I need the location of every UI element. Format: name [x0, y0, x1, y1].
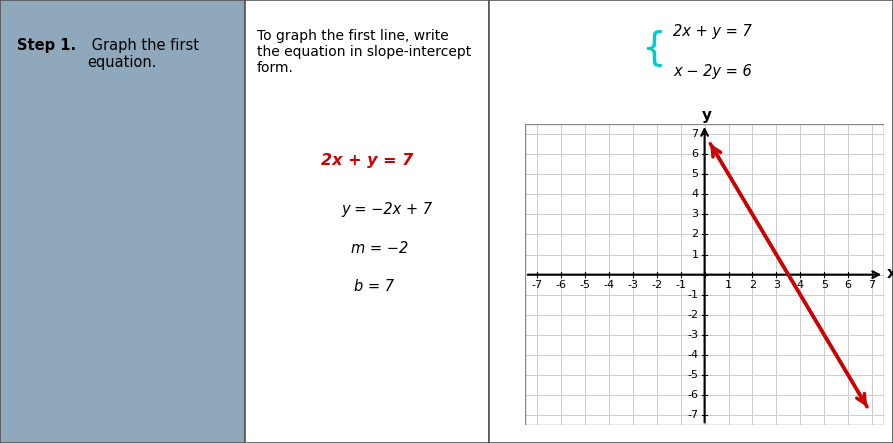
Text: -4: -4 — [604, 280, 614, 290]
Text: 4: 4 — [797, 280, 804, 290]
Text: 3: 3 — [691, 210, 698, 219]
Text: To graph the first line, write
the equation in slope-intercept
form.: To graph the first line, write the equat… — [257, 29, 472, 75]
Text: 6: 6 — [691, 149, 698, 159]
Text: -4: -4 — [688, 350, 698, 360]
Text: 4: 4 — [691, 189, 698, 199]
Text: x − 2y = 6: x − 2y = 6 — [673, 64, 752, 79]
Text: -2: -2 — [688, 310, 698, 320]
Text: -5: -5 — [580, 280, 590, 290]
Text: -6: -6 — [688, 390, 698, 400]
Text: 2: 2 — [749, 280, 756, 290]
Text: y: y — [702, 108, 712, 123]
Text: 2: 2 — [691, 229, 698, 240]
Text: 5: 5 — [821, 280, 828, 290]
Text: -1: -1 — [675, 280, 686, 290]
Text: b = 7: b = 7 — [355, 279, 395, 294]
Text: 1: 1 — [691, 249, 698, 260]
Text: 2x + y = 7: 2x + y = 7 — [673, 24, 752, 39]
Text: 5: 5 — [691, 169, 698, 179]
Text: 1: 1 — [725, 280, 732, 290]
Text: -3: -3 — [688, 330, 698, 340]
Text: -7: -7 — [688, 410, 698, 420]
Text: -5: -5 — [688, 370, 698, 380]
Text: y = −2x + 7: y = −2x + 7 — [341, 202, 432, 217]
Text: 2x + y = 7: 2x + y = 7 — [321, 153, 413, 168]
Text: -6: -6 — [555, 280, 566, 290]
Text: Step 1.: Step 1. — [17, 38, 76, 53]
Text: -2: -2 — [651, 280, 663, 290]
Text: 3: 3 — [772, 280, 780, 290]
Text: 6: 6 — [845, 280, 852, 290]
Text: 7: 7 — [691, 129, 698, 139]
Text: -7: -7 — [531, 280, 543, 290]
Text: 7: 7 — [869, 280, 876, 290]
Text: -1: -1 — [688, 290, 698, 300]
Text: -3: -3 — [627, 280, 638, 290]
Text: {: { — [640, 29, 665, 67]
Text: m = −2: m = −2 — [351, 241, 408, 256]
Text: x: x — [887, 266, 893, 281]
Text: Graph the first
equation.: Graph the first equation. — [87, 38, 199, 70]
